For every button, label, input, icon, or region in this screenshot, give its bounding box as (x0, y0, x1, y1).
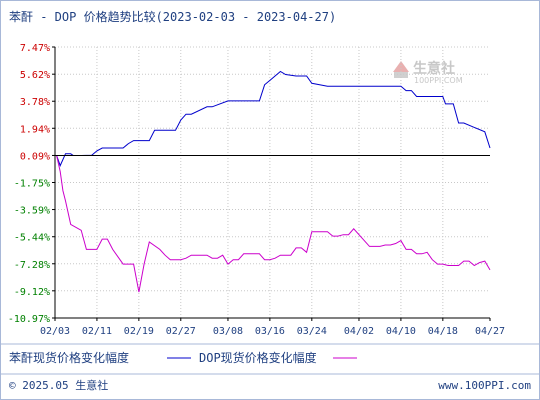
y-tick-label: 1.94% (20, 124, 50, 135)
y-tick-label: 7.47% (20, 43, 50, 54)
x-tick-label: 04/18 (428, 326, 458, 337)
y-tick-label: -9.12% (14, 287, 50, 298)
x-tick-label: 02/19 (124, 326, 154, 337)
watermark-logo-icon (393, 61, 409, 78)
series-line-0 (55, 70, 491, 167)
watermark-brand: 生意社 (413, 60, 455, 77)
series-line-1 (55, 155, 491, 293)
watermark: 生意社 100PPI.COM (393, 60, 463, 85)
legend-item-1: DOP现货价格变化幅度 (199, 350, 357, 365)
footer-website: www.100PPI.com (438, 379, 531, 392)
y-tick-label: 0.09% (20, 151, 50, 162)
x-tick-label: 02/11 (82, 326, 112, 337)
chart-grid (55, 46, 490, 319)
y-axis-ticks: 7.47% 5.62% 3.78% 1.94% 0.09% -1.75% -3.59% -5.… (8, 43, 55, 325)
y-tick-label: 3.78% (20, 97, 50, 108)
chart-series (55, 70, 491, 293)
x-tick-label: 02/27 (166, 326, 196, 337)
y-tick-label: -1.75% (14, 179, 50, 190)
y-tick-label: 5.62% (20, 70, 50, 81)
x-tick-label: 02/03 (40, 326, 70, 337)
x-tick-label: 03/16 (255, 326, 285, 337)
chart-title: 苯酐 - DOP 价格趋势比较(2023-02-03 - 2023-04-27) (9, 9, 336, 24)
y-tick-label: -7.28% (14, 260, 50, 271)
watermark-url: 100PPI.COM (414, 76, 463, 85)
y-tick-label: -5.44% (14, 233, 50, 244)
x-tick-label: 03/08 (213, 326, 243, 337)
footer-copyright: © 2025.05 生意社 (9, 378, 108, 392)
legend-item-0: 苯酐现货价格变化幅度 (9, 350, 191, 365)
y-tick-label: -3.59% (14, 206, 50, 217)
chart-axes (54, 47, 490, 319)
x-tick-label: 04/27 (475, 326, 505, 337)
x-axis-ticks: 02/03 02/11 02/19 02/27 03/08 03/16 03/24 04/02… (40, 318, 505, 337)
legend-label-1: DOP现货价格变化幅度 (199, 350, 317, 365)
x-tick-label: 04/10 (386, 326, 416, 337)
y-tick-label: -10.97% (8, 314, 50, 325)
legend-label-0: 苯酐现货价格变化幅度 (9, 350, 129, 365)
x-tick-label: 03/24 (297, 326, 327, 337)
x-tick-label: 04/02 (344, 326, 374, 337)
